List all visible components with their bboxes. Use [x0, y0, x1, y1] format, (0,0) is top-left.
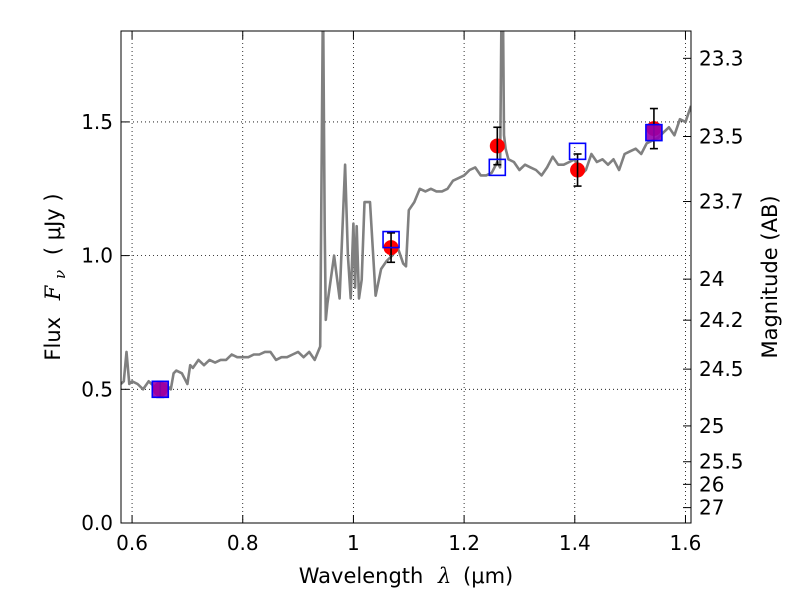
magnitude-tick-label: 24 [699, 267, 724, 291]
model-photometry-point [488, 158, 507, 177]
x-tick-label: 1.2 [448, 531, 480, 555]
x-axis-title: Wavelength λ (μm) [299, 564, 513, 588]
points-layer [151, 107, 663, 399]
magnitude-tick-label: 23.3 [699, 46, 744, 70]
x-tick-label: 1 [347, 531, 360, 555]
y-axis-subscript: ν [51, 270, 69, 279]
model-photometry-point [568, 142, 587, 161]
x-axis-title-text: Wavelength [299, 564, 424, 588]
x-tick-label: 1.6 [670, 531, 702, 555]
model-photometry-point [151, 380, 170, 399]
x-tick-label: 0.6 [116, 531, 148, 555]
x-tick-label: 1.4 [559, 531, 591, 555]
magnitude-tick-label: 23.7 [699, 190, 744, 214]
series-layer [121, 31, 691, 394]
magnitude-tick-label: 26 [699, 472, 724, 496]
y-axis-symbol: F [41, 284, 65, 301]
y-tick-label: 1.0 [81, 244, 113, 268]
y-axis-units: ( μJy ) [41, 193, 65, 255]
magnitude-tick-label: 24.2 [699, 308, 744, 332]
magnitude-tick-label: 23.5 [699, 125, 744, 149]
y-tick-label: 0.0 [81, 511, 113, 535]
plot-frame [120, 30, 692, 524]
model-spectrum-line [121, 31, 691, 394]
x-tick-label: 0.8 [227, 531, 259, 555]
model-photometry-point [382, 230, 400, 249]
y-axis-title-text: Flux [41, 317, 65, 361]
y-tick-label: 0.5 [81, 377, 113, 401]
model-photometry-point [645, 123, 663, 142]
magnitude-tick-label: 24.5 [699, 357, 744, 381]
ticks-layer: 0.6 0.8 1 1.2 1.4 1.6 0.0 0.5 1.0 1.5 23.3 23.5 23.7… [81, 31, 744, 555]
x-axis-symbol: λ [437, 564, 451, 588]
y2-axis-title: Magnitude (AB) [758, 195, 782, 358]
magnitude-tick-label: 25 [699, 414, 724, 438]
y-axis-title: Flux F ν ( μJy ) [41, 193, 70, 360]
x-axis-units: (μm) [463, 564, 513, 588]
y-tick-label: 1.5 [81, 110, 113, 134]
grid-layer [121, 31, 691, 524]
magnitude-tick-label: 25.5 [699, 450, 744, 474]
magnitude-tick-label: 27 [699, 496, 724, 520]
